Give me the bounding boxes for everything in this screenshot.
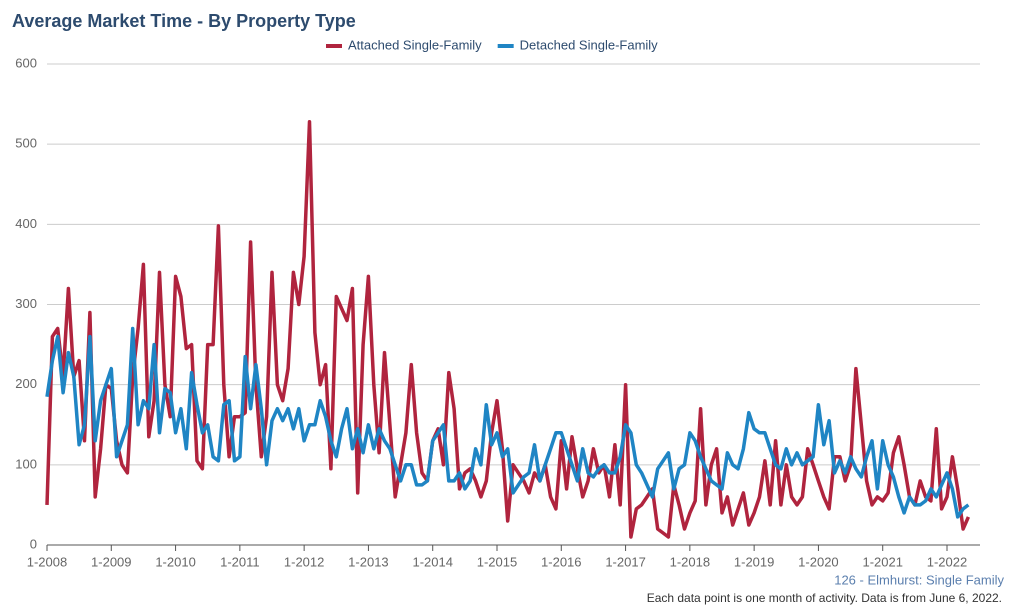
x-tick-label: 1-2009 bbox=[91, 554, 131, 569]
x-tick-label: 1-2020 bbox=[798, 554, 838, 569]
y-tick-label: 600 bbox=[15, 55, 37, 70]
x-tick-label: 1-2021 bbox=[862, 554, 902, 569]
x-tick-label: 1-2010 bbox=[155, 554, 195, 569]
y-tick-label: 500 bbox=[15, 136, 37, 151]
legend-label: Attached Single-Family bbox=[348, 37, 482, 52]
x-tick-label: 1-2019 bbox=[734, 554, 774, 569]
series-line bbox=[45, 326, 970, 519]
x-tick-label: 1-2013 bbox=[348, 554, 388, 569]
x-tick-label: 1-2011 bbox=[220, 554, 260, 569]
y-tick-label: 200 bbox=[15, 376, 37, 391]
y-tick-label: 100 bbox=[15, 456, 37, 471]
x-tick-label: 1-2015 bbox=[477, 554, 517, 569]
x-tick-label: 1-2018 bbox=[670, 554, 710, 569]
source: 126 - Elmhurst: Single Family bbox=[834, 572, 1004, 587]
legend-label: Detached Single-Family bbox=[520, 37, 659, 52]
y-tick-label: 300 bbox=[15, 296, 37, 311]
chart-title: Average Market Time - By Property Type bbox=[12, 11, 356, 31]
x-tick-label: 1-2022 bbox=[927, 554, 967, 569]
x-tick-label: 1-2016 bbox=[541, 554, 581, 569]
x-tick-label: 1-2014 bbox=[412, 554, 452, 569]
y-tick-label: 0 bbox=[30, 536, 37, 551]
x-tick-label: 1-2008 bbox=[27, 554, 67, 569]
series-line bbox=[45, 119, 971, 539]
x-tick-label: 1-2012 bbox=[284, 554, 324, 569]
y-tick-label: 400 bbox=[15, 216, 37, 231]
note: Each data point is one month of activity… bbox=[647, 591, 1002, 605]
x-tick-label: 1-2017 bbox=[605, 554, 645, 569]
